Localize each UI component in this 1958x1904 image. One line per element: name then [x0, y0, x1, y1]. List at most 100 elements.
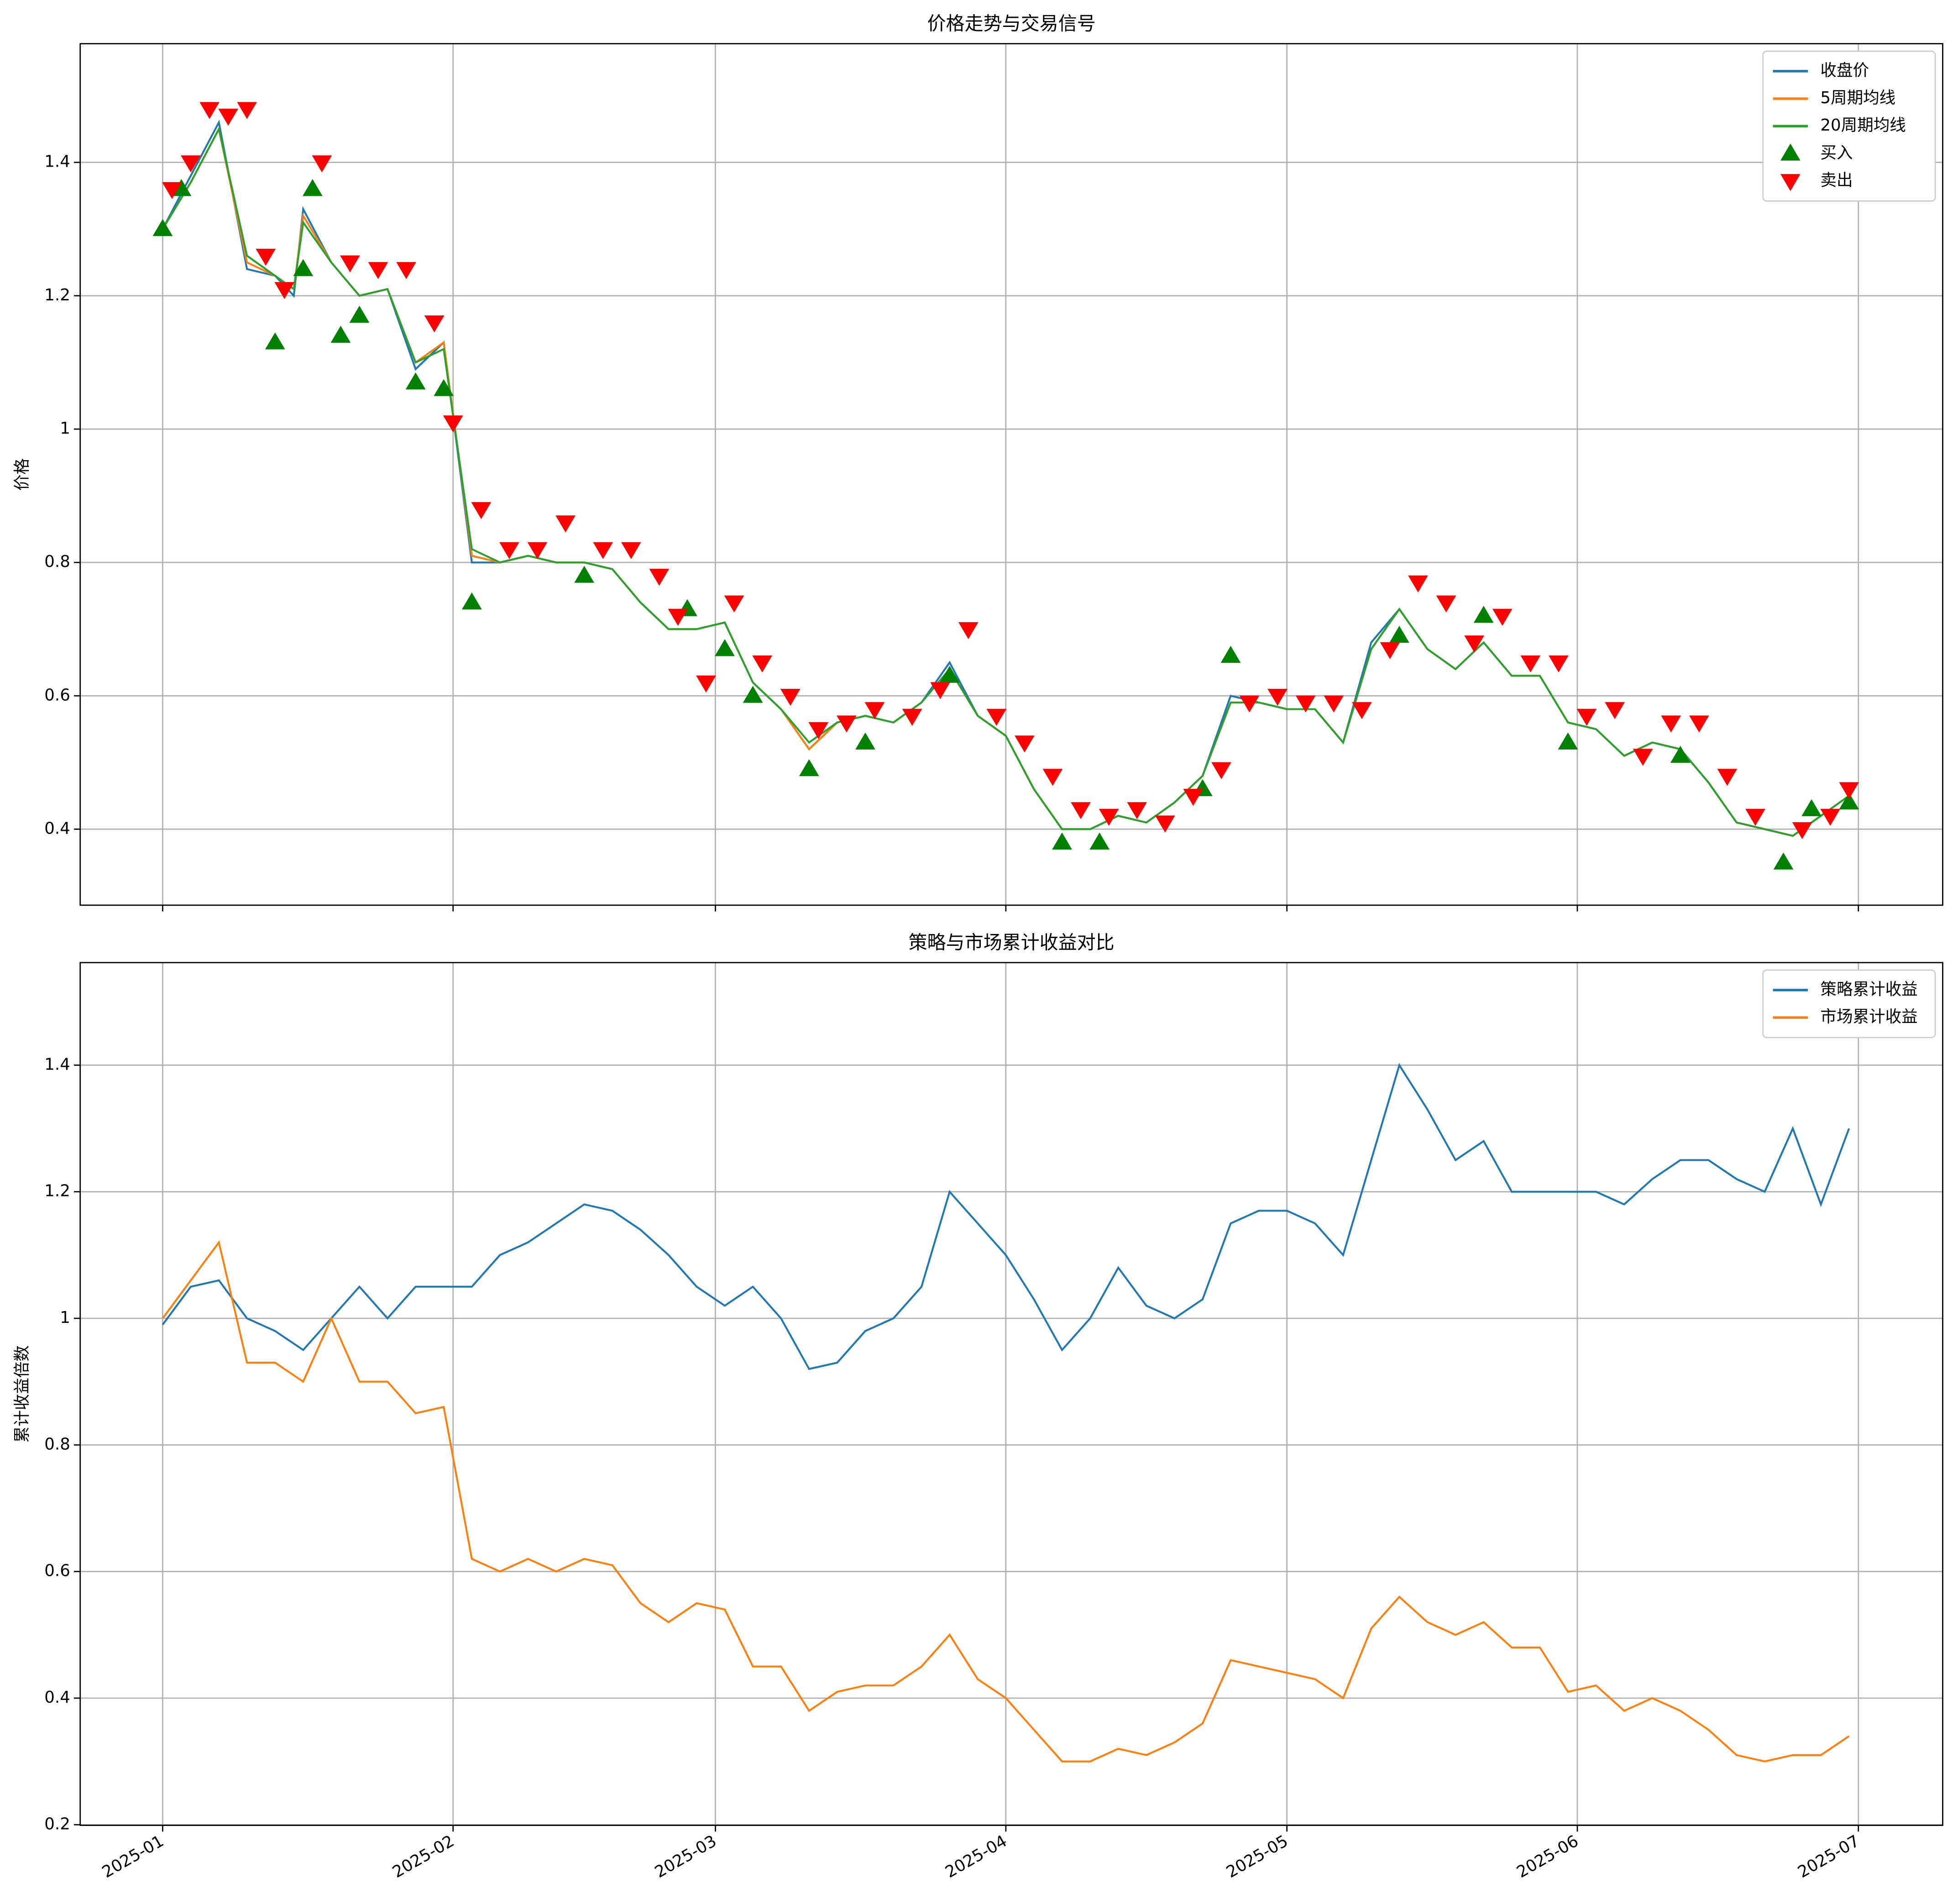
- signal-marker: [1558, 732, 1578, 750]
- signal-marker: [1211, 762, 1231, 779]
- signal-marker: [668, 608, 688, 626]
- signal-marker: [855, 732, 875, 750]
- signal-marker: [1014, 735, 1035, 753]
- signal-marker: [1464, 635, 1485, 653]
- signal-marker: [1576, 708, 1597, 726]
- chart-title: 价格走势与交易信号: [927, 13, 1096, 35]
- signal-marker: [958, 622, 979, 640]
- signal-marker: [1792, 822, 1812, 839]
- signal-marker: [1473, 606, 1494, 623]
- signal-marker: [302, 179, 323, 196]
- signal-marker: [471, 502, 492, 519]
- signal-marker: [330, 325, 351, 343]
- y-tick-label: 0.6: [44, 686, 70, 704]
- signal-marker: [171, 179, 192, 196]
- signal-marker: [340, 255, 360, 273]
- signal-marker: [743, 686, 763, 703]
- signal-marker: [1408, 575, 1428, 593]
- legend-label: 卖出: [1820, 171, 1853, 190]
- signal-marker: [527, 542, 548, 559]
- signal-marker: [349, 305, 370, 323]
- signal-marker: [715, 639, 735, 656]
- signal-marker: [1670, 745, 1691, 763]
- plot-frame: [79, 962, 1943, 1826]
- legend-label: 买入: [1820, 143, 1853, 162]
- signal-marker: [368, 262, 388, 279]
- signal-marker: [237, 102, 257, 119]
- signal-marker: [1220, 645, 1241, 663]
- signal-marker: [1071, 802, 1091, 819]
- signal-marker: [274, 282, 295, 299]
- signal-marker: [1183, 789, 1204, 806]
- signal-marker: [902, 708, 922, 726]
- signal-marker: [1549, 655, 1569, 673]
- signal-marker: [799, 759, 819, 776]
- signal-marker: [256, 248, 276, 266]
- signal-marker: [1839, 782, 1859, 799]
- line-series: [162, 126, 1850, 837]
- chart-title: 策略与市场累计收益对比: [909, 932, 1115, 954]
- signal-marker: [836, 715, 857, 733]
- signal-marker: [443, 415, 463, 433]
- signal-marker: [752, 655, 772, 673]
- signal-marker: [939, 666, 960, 683]
- y-tick-label: 0.2: [44, 1815, 70, 1833]
- signal-marker: [808, 722, 829, 740]
- signal-marker: [696, 675, 716, 692]
- signal-marker: [1717, 769, 1738, 786]
- signal-marker: [574, 566, 594, 583]
- signal-marker: [218, 109, 238, 126]
- y-tick-label: 1.4: [44, 1055, 70, 1074]
- signal-marker: [1351, 702, 1372, 719]
- legend-swatch: [1780, 174, 1801, 191]
- signal-marker: [162, 182, 182, 199]
- signal-marker: [1801, 799, 1822, 816]
- legend-label: 收盘价: [1820, 61, 1869, 80]
- signal-marker: [1099, 808, 1119, 826]
- signal-marker: [499, 542, 519, 559]
- signal-marker: [621, 542, 641, 559]
- y-tick-label: 0.4: [44, 819, 70, 838]
- signal-marker: [199, 102, 220, 119]
- legend-box: [1762, 50, 1936, 202]
- signal-marker: [1155, 815, 1175, 833]
- signal-marker: [1267, 688, 1288, 706]
- signal-marker: [405, 372, 426, 390]
- signal-marker: [1820, 808, 1841, 826]
- signal-marker: [555, 515, 576, 533]
- signal-marker: [1389, 625, 1409, 643]
- y-tick-label: 1.4: [44, 152, 70, 171]
- signal-marker: [1633, 749, 1653, 766]
- signal-marker: [152, 219, 173, 236]
- signal-marker: [1605, 702, 1625, 719]
- signal-marker: [1492, 608, 1513, 626]
- signal-marker: [434, 379, 454, 396]
- signal-marker: [1520, 655, 1541, 673]
- legend-label: 5周期均线: [1820, 89, 1895, 107]
- line-series: [162, 1240, 1850, 1762]
- signal-marker: [986, 708, 1007, 726]
- signal-marker: [293, 259, 314, 276]
- signal-marker: [181, 155, 201, 173]
- signal-marker: [1324, 695, 1344, 713]
- y-tick-label: 0.4: [44, 1688, 70, 1707]
- y-tick-label: 0.6: [44, 1562, 70, 1580]
- signal-marker: [593, 542, 613, 559]
- signal-marker: [461, 592, 482, 610]
- signal-marker: [1042, 769, 1063, 786]
- signal-marker: [864, 702, 885, 719]
- signal-marker: [424, 315, 445, 333]
- y-tick-label: 1.2: [44, 1182, 70, 1201]
- line-series: [162, 1063, 1850, 1370]
- y-tick-label: 1.2: [44, 286, 70, 304]
- legend-swatch: [1780, 143, 1801, 161]
- signal-marker: [1052, 832, 1072, 850]
- signal-marker: [1839, 792, 1859, 810]
- signal-marker: [1239, 695, 1260, 713]
- signal-marker: [1127, 802, 1147, 819]
- signal-marker: [396, 262, 416, 279]
- plot-frame: [79, 43, 1943, 906]
- legend-label: 市场累计收益: [1820, 1007, 1917, 1026]
